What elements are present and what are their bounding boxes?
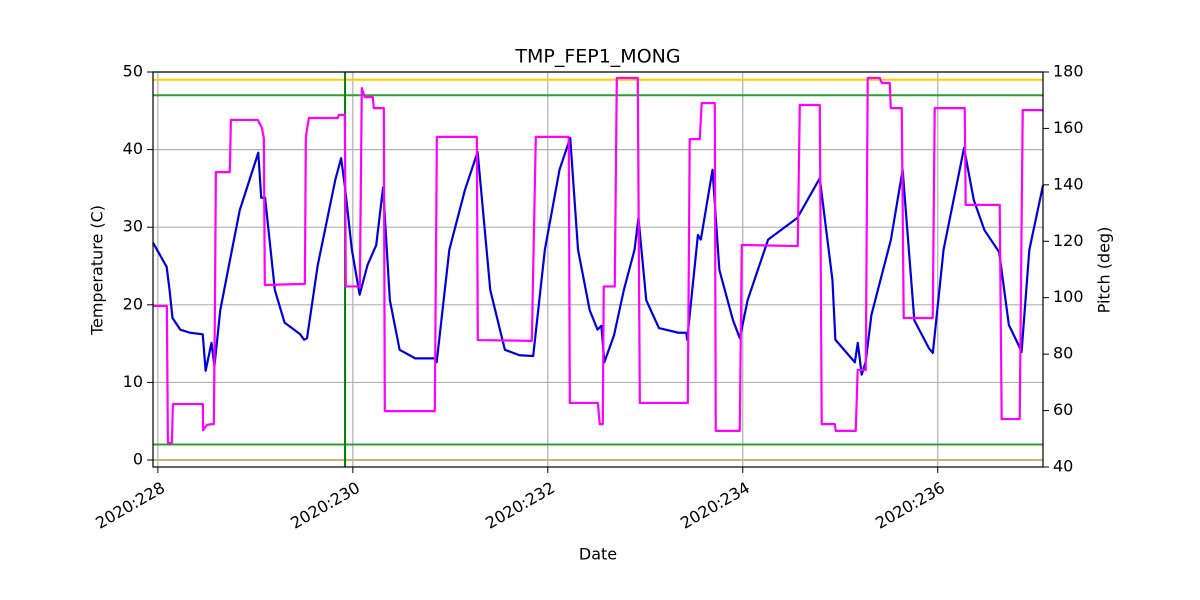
x-tick-label: 2020:234 bbox=[677, 478, 753, 533]
chart-title: TMP_FEP1_MONG bbox=[514, 46, 680, 68]
y-tick-label: 0 bbox=[133, 450, 143, 469]
y-axis-label: Temperature (C) bbox=[88, 205, 107, 336]
x-tick-label: 2020:236 bbox=[872, 478, 948, 533]
y-tick-label: 20 bbox=[123, 294, 143, 313]
y2-tick-label: 40 bbox=[1053, 457, 1073, 476]
plot-frame bbox=[152, 71, 1044, 468]
x-tick-label: 2020:230 bbox=[287, 478, 363, 533]
y-tick-label: 40 bbox=[123, 139, 143, 158]
y2-tick-label: 60 bbox=[1053, 400, 1073, 419]
x-tick-label: 2020:228 bbox=[92, 478, 168, 533]
y2-axis-label: Pitch (deg) bbox=[1095, 227, 1114, 314]
y2-tick-label: 120 bbox=[1053, 231, 1084, 250]
y2-tick-label: 140 bbox=[1053, 174, 1084, 193]
y2-tick-label: 100 bbox=[1053, 287, 1084, 306]
y2-tick-label: 180 bbox=[1053, 62, 1084, 81]
series-line bbox=[152, 76, 1043, 445]
series-line bbox=[152, 136, 1045, 376]
y-tick-label: 30 bbox=[123, 217, 143, 236]
y2-tick-label: 80 bbox=[1053, 344, 1073, 363]
x-tick-label: 2020:232 bbox=[482, 478, 558, 533]
y-tick-label: 10 bbox=[123, 372, 143, 391]
y-tick-label: 50 bbox=[123, 62, 143, 81]
x-axis-label: Date bbox=[579, 545, 617, 564]
y2-tick-label: 160 bbox=[1053, 118, 1084, 137]
